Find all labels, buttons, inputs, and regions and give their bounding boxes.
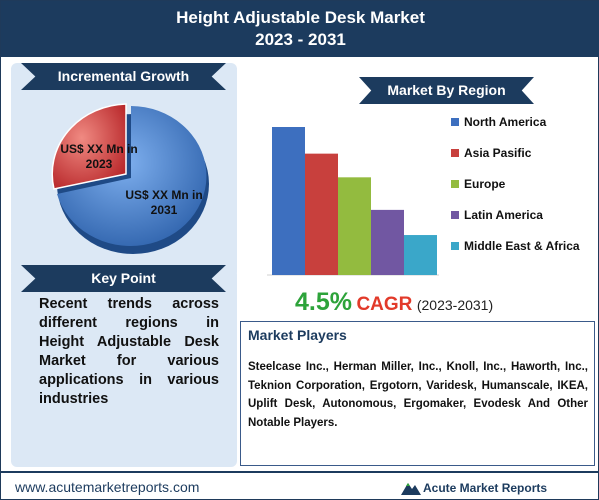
legend-swatch-0 bbox=[451, 118, 459, 126]
legend-label-2: Europe bbox=[464, 177, 506, 191]
market-players-text: Steelcase Inc., Herman Miller, Inc., Kno… bbox=[248, 361, 588, 429]
legend-label-4: Middle East & Africa bbox=[464, 239, 580, 253]
key-point-text: Recent trends across different regions i… bbox=[39, 296, 219, 407]
pie-slice-2031 bbox=[57, 106, 207, 246]
key-point-panel bbox=[11, 269, 237, 467]
bar-2 bbox=[338, 177, 371, 275]
legend-swatch-2 bbox=[451, 180, 459, 188]
page-title: Height Adjustable Desk Market bbox=[176, 8, 425, 27]
bar-3 bbox=[371, 209, 404, 275]
bar-chart-svg: North America Asia Pasific Europe Latin Ame… bbox=[267, 115, 580, 276]
legend-label-0: North America bbox=[464, 115, 547, 129]
incremental-growth-heading: Incremental Growth bbox=[21, 63, 226, 90]
region-bar-chart: North America Asia Pasific Europe Latin Ame… bbox=[259, 103, 599, 283]
footer-url-link[interactable]: www.acutemarketreports.com bbox=[15, 479, 200, 495]
incremental-pie: US$ XX Mn in 2023 US$ XX Mn in 2031 bbox=[46, 96, 216, 261]
market-by-region-heading: Market By Region bbox=[359, 77, 534, 104]
bar-0 bbox=[272, 127, 305, 275]
brand-logo-icon bbox=[401, 483, 421, 495]
footer-divider bbox=[1, 471, 599, 473]
legend-label-3: Latin America bbox=[464, 208, 543, 222]
bar-4 bbox=[404, 235, 437, 275]
cagr-line: 4.5% CAGR (2023-2031) bbox=[295, 288, 493, 317]
cagr-years: (2023-2031) bbox=[416, 297, 494, 313]
footer-brand-name: Acute Market Reports bbox=[423, 481, 548, 495]
market-players-box bbox=[240, 321, 595, 466]
pie-label-2023: US$ XX Mn in 2023 bbox=[60, 142, 138, 171]
cagr-value: 4.5% bbox=[295, 288, 352, 316]
key-point-heading: Key Point bbox=[21, 265, 226, 292]
bar-1 bbox=[305, 153, 338, 275]
pie-label-2031: US$ XX Mn in 2031 bbox=[125, 188, 203, 217]
title-bar: Height Adjustable Desk Market 2023 - 203… bbox=[1, 1, 599, 57]
legend-label-1: Asia Pasific bbox=[464, 146, 532, 160]
page-subtitle: 2023 - 2031 bbox=[255, 30, 346, 49]
legend-swatch-1 bbox=[451, 149, 459, 157]
pie-slice-2023 bbox=[51, 103, 127, 190]
market-players-heading: Market Players bbox=[248, 327, 347, 343]
legend-swatch-4 bbox=[451, 242, 459, 250]
legend-swatch-3 bbox=[451, 211, 459, 219]
cagr-label: CAGR bbox=[356, 294, 413, 315]
pie-svg bbox=[51, 103, 209, 254]
